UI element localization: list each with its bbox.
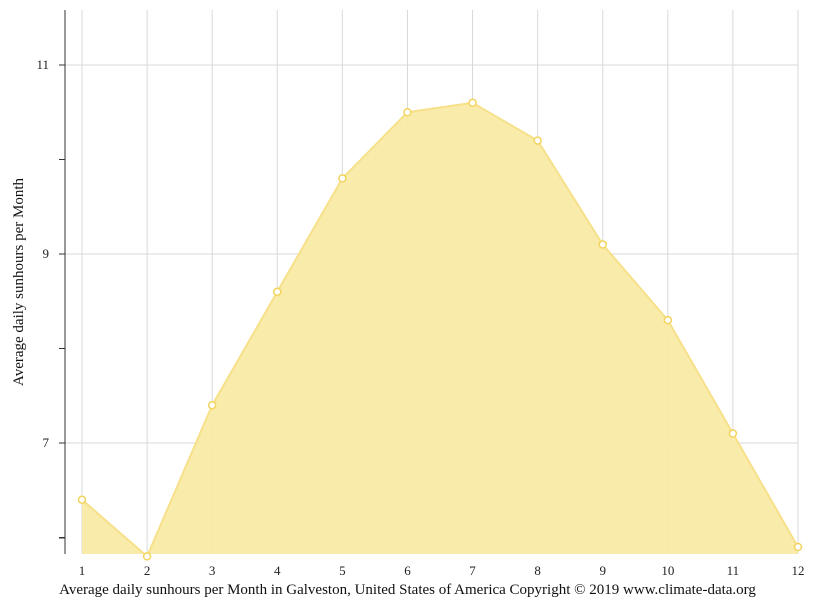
data-point [793,542,803,552]
data-point [273,287,282,297]
x-tick-label: 10 [661,563,674,578]
data-point [728,429,738,438]
area-fill [82,102,798,557]
data-point [533,136,542,145]
x-tick-label: 9 [599,563,606,578]
y-tick-label: 7 [43,435,50,450]
x-tick-label: 3 [209,563,216,578]
axes [59,10,66,554]
data-markers [77,98,803,561]
x-tick-label: 7 [469,563,476,578]
x-tick-label: 11 [727,563,740,578]
data-point [598,240,607,249]
x-tick-label: 5 [339,563,346,578]
y-axis-title: Average daily sunhours per Month [11,178,27,387]
chart-caption: Average daily sunhours per Month in Galv… [59,582,756,598]
area-series [81,101,799,559]
x-tick-label: 6 [404,563,411,578]
data-point [207,400,217,410]
y-tick-label: 11 [36,57,49,72]
data-point [77,495,87,504]
data-point [468,98,477,108]
x-tick-label: 4 [274,563,281,578]
x-tick-label: 1 [79,563,86,578]
x-tick-label: 8 [534,563,541,578]
x-tick-label: 2 [144,563,151,578]
x-tick-label: 12 [792,563,805,578]
data-point [663,315,673,325]
y-tick-label: 9 [43,246,50,261]
area-line [81,101,799,559]
data-point [403,108,412,117]
data-point [338,174,347,183]
data-point [142,552,152,561]
